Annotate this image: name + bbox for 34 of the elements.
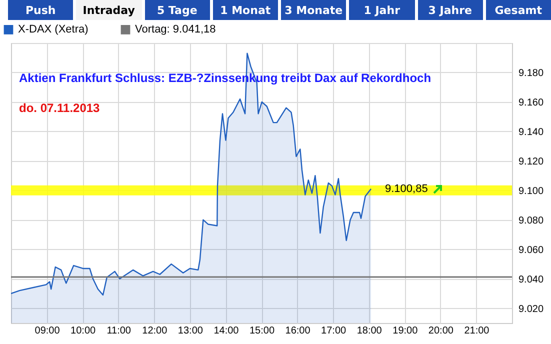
y-tick-label: 9.020 (518, 304, 544, 315)
x-tick-label: 17:00 (321, 326, 347, 336)
x-tick-label: 13:00 (178, 326, 204, 336)
text: Intraday (76, 0, 142, 20)
x-tick-label: 12:00 (142, 326, 168, 336)
y-tick-label: 9.180 (518, 68, 544, 79)
text: Push (8, 0, 74, 20)
text: 3 Jahre (418, 0, 483, 20)
legend-label: Vortag: 9.041,18 (135, 24, 216, 36)
text: 1 Monat (212, 0, 278, 20)
annotation: 9.100,85 (385, 183, 428, 196)
text: 1 Jahr (349, 0, 414, 20)
x-tick-label: 16:00 (285, 326, 311, 336)
x-tick-label: 09:00 (34, 326, 60, 336)
text: 5 Tage (144, 0, 210, 20)
x-tick-label: 10:00 (70, 326, 96, 336)
x-tick-label: 21:00 (464, 326, 490, 336)
text: Gesamt (486, 0, 551, 20)
y-tick-label: 9.100 (518, 186, 544, 197)
x-tick-label: 20:00 (428, 326, 454, 336)
x-tick-label: 11:00 (106, 326, 132, 336)
legend-label: X-DAX (Xetra) (18, 24, 88, 36)
y-tick-label: 9.120 (518, 156, 544, 168)
x-tick-label: 14:00 (214, 326, 240, 336)
y-tick-label: 9.040 (518, 274, 544, 286)
y-tick-label: 9.060 (518, 244, 544, 256)
x-tick-label: 15:00 (249, 326, 275, 336)
x-tick-label: 19:00 (392, 326, 418, 336)
y-tick-label: 9.160 (518, 97, 544, 108)
y-tick-label: 9.080 (518, 215, 544, 226)
x-tick-label: 18:00 (356, 326, 382, 336)
y-tick-label: 9.140 (518, 126, 544, 138)
text: do. 07.11.2013 (19, 101, 100, 115)
text: 3 Monate (281, 0, 346, 20)
